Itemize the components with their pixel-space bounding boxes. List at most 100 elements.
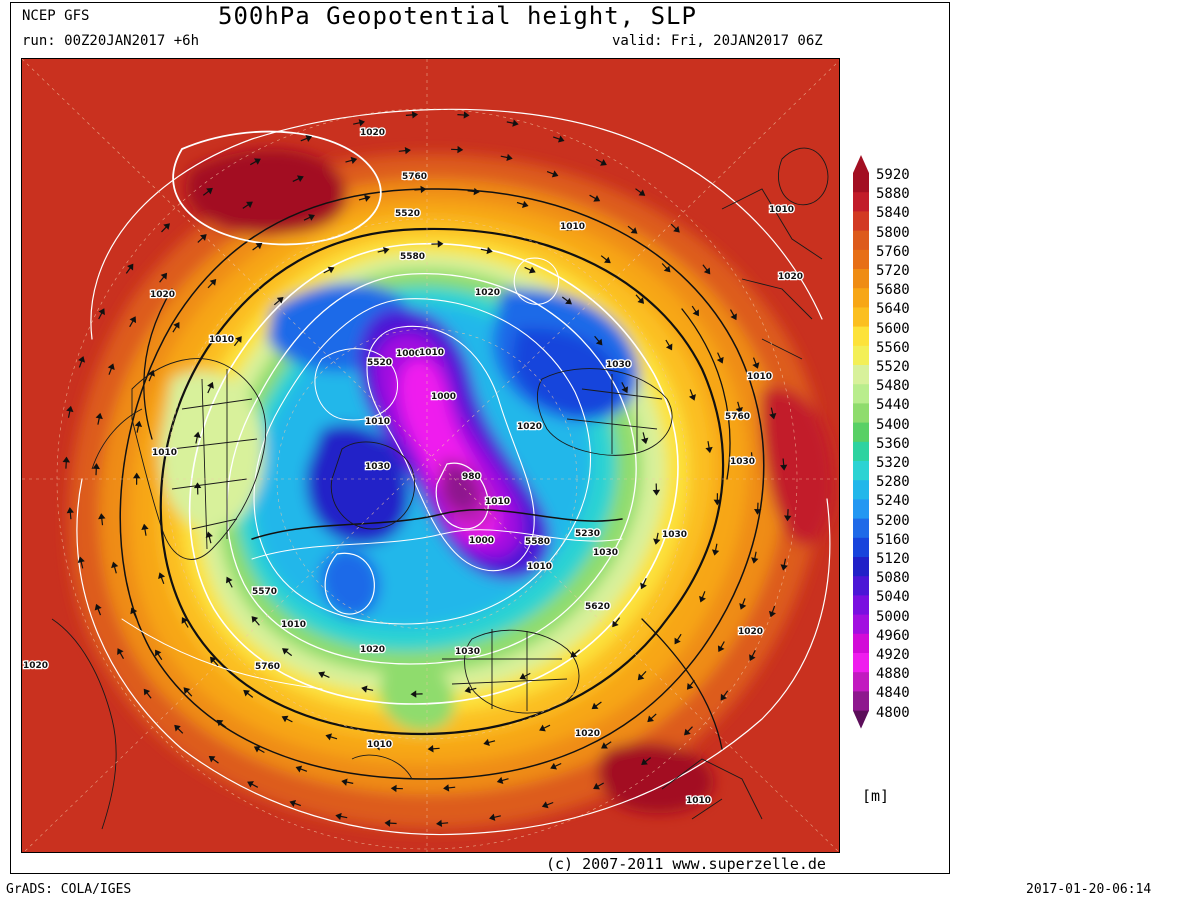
wind-arrow-head (295, 765, 303, 773)
wind-arrow-head (92, 463, 100, 470)
colorbar-swatch (853, 230, 869, 251)
wind-arrow-head (193, 431, 201, 439)
wind-arrow-head (716, 356, 724, 364)
wind-arrow-head (703, 267, 711, 275)
wind-arrow-head (748, 458, 756, 465)
wind-arrow-head (181, 617, 189, 624)
wind-arrow-head (637, 297, 645, 304)
wind-arrow-head (341, 778, 348, 786)
colorbar-tick-label: 5120 (876, 551, 910, 567)
colorbar-swatch (853, 614, 869, 635)
colorbar-tick-label: 4960 (876, 627, 910, 644)
wind-arrow-head (565, 297, 572, 305)
colorbar-swatch (853, 653, 869, 673)
contour-label: 1030 (593, 548, 618, 558)
colorbar-tick-label: 4840 (876, 685, 910, 702)
wind-arrow-head (463, 111, 470, 119)
colorbar-tick-label: 5440 (876, 397, 910, 414)
colorbar-tick-label: 5920 (876, 167, 910, 183)
contour-label: 5760 (402, 172, 427, 182)
contour-label: 5620 (585, 602, 610, 612)
wind-arrow-head (384, 819, 391, 827)
colorbar-tick-label: 5280 (876, 474, 910, 491)
colorbar-swatch (853, 345, 869, 366)
colorbar-tick-label: 5000 (876, 608, 910, 625)
wind-arrow-head (129, 316, 137, 324)
wind-arrow-head (769, 412, 777, 420)
colorbar-tick-label: 5400 (876, 416, 910, 433)
contour-label: 1010 (152, 448, 177, 458)
wind-arrow-head (593, 195, 601, 202)
contour-label: 5580 (525, 537, 550, 547)
wind-arrow-head (601, 742, 608, 749)
wind-arrow-head (550, 762, 558, 770)
wind-arrow-head (335, 812, 342, 821)
wind-arrow-head (296, 175, 304, 183)
wind-arrow-head (754, 508, 762, 515)
colorbar-swatch (853, 499, 869, 520)
map-title: 500hPa Geopotential height, SLP (218, 2, 697, 30)
contour-label: 1010 (419, 348, 444, 358)
colorbar-swatch (853, 691, 869, 712)
contour-label: 1030 (730, 457, 755, 467)
contour-label: 5580 (400, 252, 425, 262)
wind-arrow-head (652, 489, 661, 496)
colorbar-swatch (853, 633, 869, 654)
wind-arrow-head (127, 263, 134, 271)
wind-arrow-head (390, 784, 397, 793)
wind-arrow-head (522, 200, 529, 209)
wind-arrow-head (318, 671, 326, 679)
contour-label: 5230 (575, 529, 600, 539)
contour-label: 1020 (517, 422, 542, 432)
wind-arrow-head (653, 538, 661, 545)
wind-arrow-head (780, 564, 788, 571)
wind-arrow-head (735, 407, 743, 414)
contour-label: 1020 (575, 729, 600, 739)
wind-arrow-head (717, 645, 725, 653)
wind-arrow-head (155, 649, 162, 657)
contour-label: 1010 (527, 562, 552, 572)
wind-arrow-head (253, 746, 261, 753)
colorbar-swatch (853, 461, 869, 481)
contour-label: 1020 (475, 288, 500, 298)
wind-arrow-head (174, 724, 181, 732)
wind-arrow-head (158, 572, 166, 580)
wind-arrow-head (443, 784, 450, 792)
wind-arrow-head (281, 715, 289, 723)
wind-arrow-head (604, 256, 611, 264)
wind-arrow-head (183, 687, 191, 694)
wind-arrow-head (358, 119, 365, 127)
wind-arrow-head (289, 799, 297, 807)
wind-arrow-head (173, 321, 180, 329)
wind-arrow-head (489, 813, 496, 821)
colorbar-swatch (853, 192, 869, 212)
wind-arrow-head (411, 111, 419, 119)
colorbar-swatch (853, 211, 869, 232)
wind-arrow-head (528, 266, 536, 274)
wind-arrow-head (437, 240, 444, 248)
wind-arrow-head (752, 362, 760, 369)
wind-arrow-head (427, 745, 434, 753)
wind-arrow-head (247, 781, 254, 788)
colorbar-swatch (853, 422, 869, 443)
colorbar-swatch (853, 537, 869, 558)
wind-arrow-head (780, 464, 788, 471)
contour-label: 1030 (662, 530, 687, 540)
contour-label: 1010 (281, 620, 306, 630)
contour-label: 1010 (365, 417, 390, 427)
wind-arrow-head (705, 446, 713, 454)
contour-label: 1010 (769, 205, 794, 215)
wind-arrow-head (66, 507, 74, 514)
wind-arrow-head (713, 499, 721, 506)
colorbar-tick-label: 5160 (876, 531, 910, 548)
wind-arrow-head (308, 214, 315, 221)
wind-arrow-head (688, 394, 696, 401)
colorbar-tick-label: 4920 (876, 647, 910, 663)
wind-arrow-head (674, 637, 681, 645)
colorbar-tick-label: 5640 (876, 301, 910, 318)
wind-arrow-head (612, 620, 619, 628)
colorbar-tick-label: 5600 (876, 320, 910, 337)
wind-arrow-head (216, 719, 224, 727)
wind-arrow-head (663, 265, 671, 273)
wind-arrow-head (570, 650, 578, 658)
